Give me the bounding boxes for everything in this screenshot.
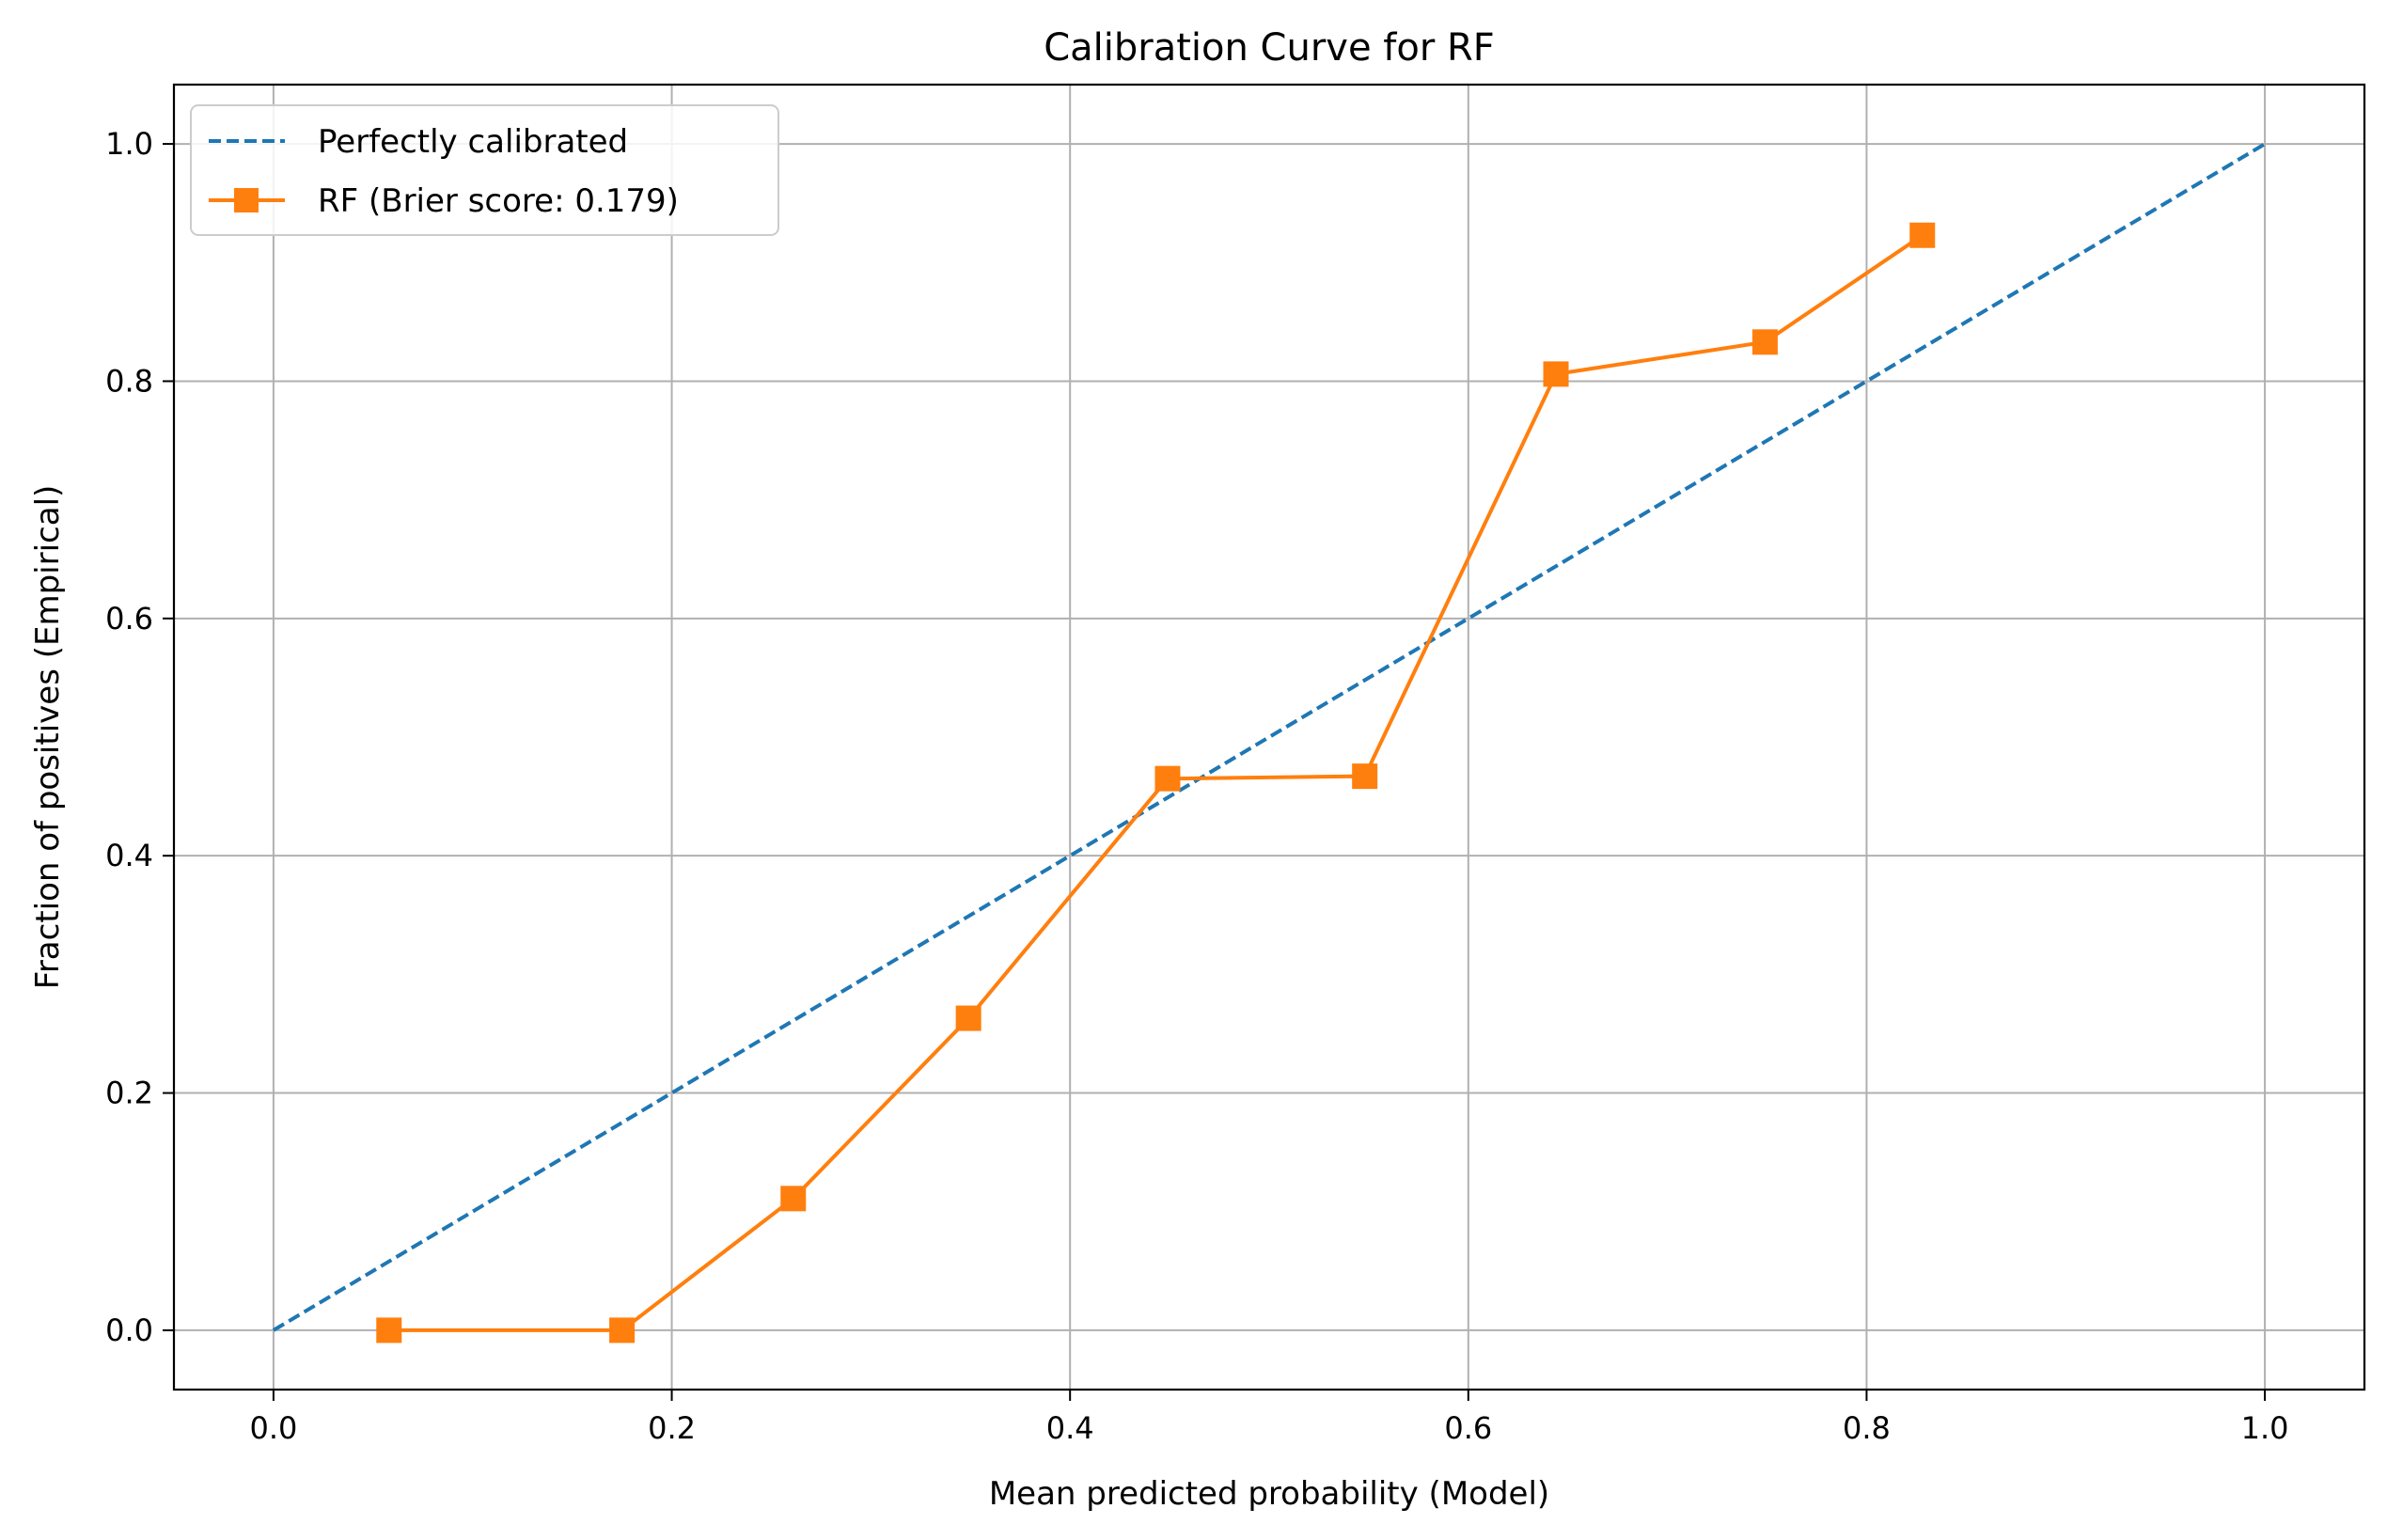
data-point (1751, 329, 1778, 355)
series-layer (272, 142, 2267, 1344)
data-point (376, 1317, 402, 1344)
y-tick-label: 1.0 (105, 126, 153, 162)
data-point (1543, 361, 1569, 387)
x-axis-label: Mean predicted probability (Model) (989, 1475, 1549, 1513)
legend-frame (190, 104, 779, 236)
y-axis-label: Fraction of positives (Empirical) (29, 485, 67, 990)
y-tick-label: 0.8 (105, 363, 153, 399)
y-tick-label: 0.6 (105, 601, 153, 636)
data-point (1352, 763, 1378, 790)
data-point (1154, 765, 1181, 792)
legend-label-perfectly-calibrated: Perfectly calibrated (318, 123, 628, 161)
data-point (609, 1317, 636, 1344)
legend-label-rf: RF (Brier score: 0.179) (318, 182, 679, 220)
x-tick-label: 0.8 (1843, 1410, 1891, 1446)
y-tick-label: 0.4 (105, 838, 153, 873)
ticks: 0.0 0.2 0.4 0.6 0.8 1.0 0.0 0.2 0.4 0.6 0.8 1.0 (105, 126, 2288, 1446)
data-point (1909, 222, 1936, 248)
legend: Perfectly calibrated RF (Brier score: 0.… (190, 104, 779, 236)
axes-frame (172, 83, 2366, 1391)
x-tick-label: 0.2 (648, 1410, 696, 1446)
data-point (955, 1005, 981, 1031)
data-point (780, 1186, 807, 1212)
y-tick-label: 0.2 (105, 1076, 153, 1111)
x-tick-label: 0.4 (1046, 1410, 1094, 1446)
chart-title: Calibration Curve for RF (1044, 26, 1495, 70)
y-tick-label: 0.0 (105, 1312, 153, 1348)
x-tick-label: 1.0 (2241, 1410, 2289, 1446)
legend-marker-rf (234, 188, 259, 212)
x-tick-label: 0.6 (1444, 1410, 1492, 1446)
x-tick-label: 0.0 (249, 1410, 297, 1446)
grid (174, 85, 2364, 1390)
series-line-0 (272, 142, 2267, 1332)
